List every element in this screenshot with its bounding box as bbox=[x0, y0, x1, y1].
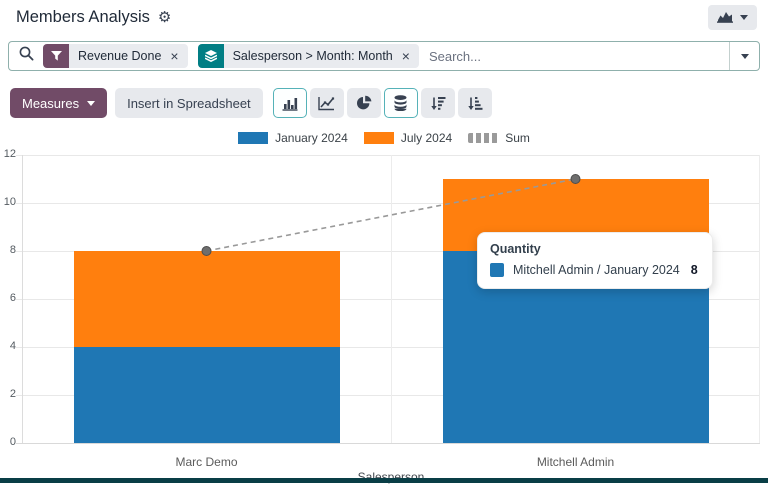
axis-line bbox=[759, 155, 760, 443]
line-chart-icon bbox=[318, 96, 335, 111]
tooltip-label: Mitchell Admin / January 2024 bbox=[513, 263, 680, 277]
pie-chart-button[interactable] bbox=[347, 88, 381, 118]
bar-chart-icon bbox=[282, 96, 298, 111]
x-tick-label: Mitchell Admin bbox=[466, 455, 686, 469]
y-tick-label: 12 bbox=[0, 148, 16, 160]
search-facet-groupby: Salesperson > Month: Month × bbox=[198, 44, 419, 68]
graph-toolbar: Measures Insert in Spreadsheet bbox=[10, 88, 492, 118]
sort-amount-desc-icon bbox=[430, 96, 446, 111]
measures-label: Measures bbox=[22, 96, 79, 111]
legend-item[interactable]: Sum bbox=[468, 131, 530, 145]
legend-label: January 2024 bbox=[275, 131, 348, 145]
legend-swatch bbox=[238, 132, 268, 144]
chart-type-button-group bbox=[273, 88, 492, 118]
tooltip-swatch bbox=[490, 263, 504, 277]
bottom-strip bbox=[0, 478, 768, 483]
legend-label: Sum bbox=[505, 131, 530, 145]
legend-label: July 2024 bbox=[401, 131, 452, 145]
gear-icon[interactable]: ⚙ bbox=[158, 10, 171, 25]
line-chart-button[interactable] bbox=[310, 88, 344, 118]
y-tick-label: 4 bbox=[0, 340, 16, 352]
search-bar[interactable]: Revenue Done × Salesperson > Month: Mont… bbox=[8, 41, 760, 71]
legend-swatch bbox=[364, 132, 394, 144]
search-input[interactable]: Search... bbox=[429, 49, 729, 64]
database-icon bbox=[393, 95, 408, 111]
graph-canvas[interactable]: January 2024 July 2024 Sum 0 2 4 6 8 10 12 Marc D… bbox=[0, 126, 768, 478]
layers-icon bbox=[198, 44, 224, 68]
search-facet-filter: Revenue Done × bbox=[43, 44, 188, 68]
filter-icon bbox=[43, 44, 69, 68]
y-tick-label: 2 bbox=[0, 388, 16, 400]
y-tick-label: 6 bbox=[0, 292, 16, 304]
sort-asc-button[interactable] bbox=[458, 88, 492, 118]
legend-item[interactable]: January 2024 bbox=[238, 131, 348, 145]
tooltip-value: 8 bbox=[691, 263, 698, 277]
bar-segment[interactable] bbox=[74, 347, 340, 443]
chart-tooltip: Quantity Mitchell Admin / January 2024 8 bbox=[477, 232, 713, 289]
search-icon bbox=[19, 46, 34, 66]
facet-label: Salesperson > Month: Month bbox=[233, 49, 393, 63]
bar-segment[interactable] bbox=[74, 251, 340, 347]
measures-button[interactable]: Measures bbox=[10, 88, 107, 118]
sort-amount-asc-icon bbox=[467, 96, 483, 111]
chart-legend: January 2024 July 2024 Sum bbox=[0, 131, 768, 145]
y-tick-label: 8 bbox=[0, 244, 16, 256]
insert-in-spreadsheet-button[interactable]: Insert in Spreadsheet bbox=[115, 88, 263, 118]
y-tick-label: 10 bbox=[0, 196, 16, 208]
legend-item[interactable]: July 2024 bbox=[364, 131, 452, 145]
axis-line bbox=[22, 155, 23, 443]
chevron-down-icon bbox=[741, 54, 749, 59]
gridline bbox=[16, 155, 760, 156]
bar-chart-button[interactable] bbox=[273, 88, 307, 118]
axis-line bbox=[391, 155, 392, 443]
facet-remove-icon[interactable]: × bbox=[170, 49, 178, 63]
facet-remove-icon[interactable]: × bbox=[402, 49, 410, 63]
page-title-text: Members Analysis bbox=[16, 8, 150, 27]
control-panel-header: Members Analysis ⚙ bbox=[0, 0, 768, 38]
chevron-down-icon bbox=[87, 101, 95, 106]
view-switcher-button[interactable] bbox=[708, 5, 757, 30]
page-title: Members Analysis ⚙ bbox=[16, 8, 171, 27]
tooltip-title: Quantity bbox=[490, 242, 698, 256]
chevron-down-icon bbox=[740, 15, 748, 20]
gridline bbox=[16, 443, 760, 444]
stacked-button[interactable] bbox=[384, 88, 418, 118]
search-dropdown-toggle[interactable] bbox=[729, 42, 759, 70]
pie-chart-icon bbox=[356, 95, 372, 111]
tooltip-row: Mitchell Admin / January 2024 8 bbox=[490, 263, 698, 277]
x-tick-label: Marc Demo bbox=[97, 455, 317, 469]
legend-swatch bbox=[468, 133, 498, 143]
area-chart-icon bbox=[717, 10, 733, 26]
sort-desc-button[interactable] bbox=[421, 88, 455, 118]
facet-label: Revenue Done bbox=[78, 49, 161, 63]
y-tick-label: 0 bbox=[0, 436, 16, 448]
